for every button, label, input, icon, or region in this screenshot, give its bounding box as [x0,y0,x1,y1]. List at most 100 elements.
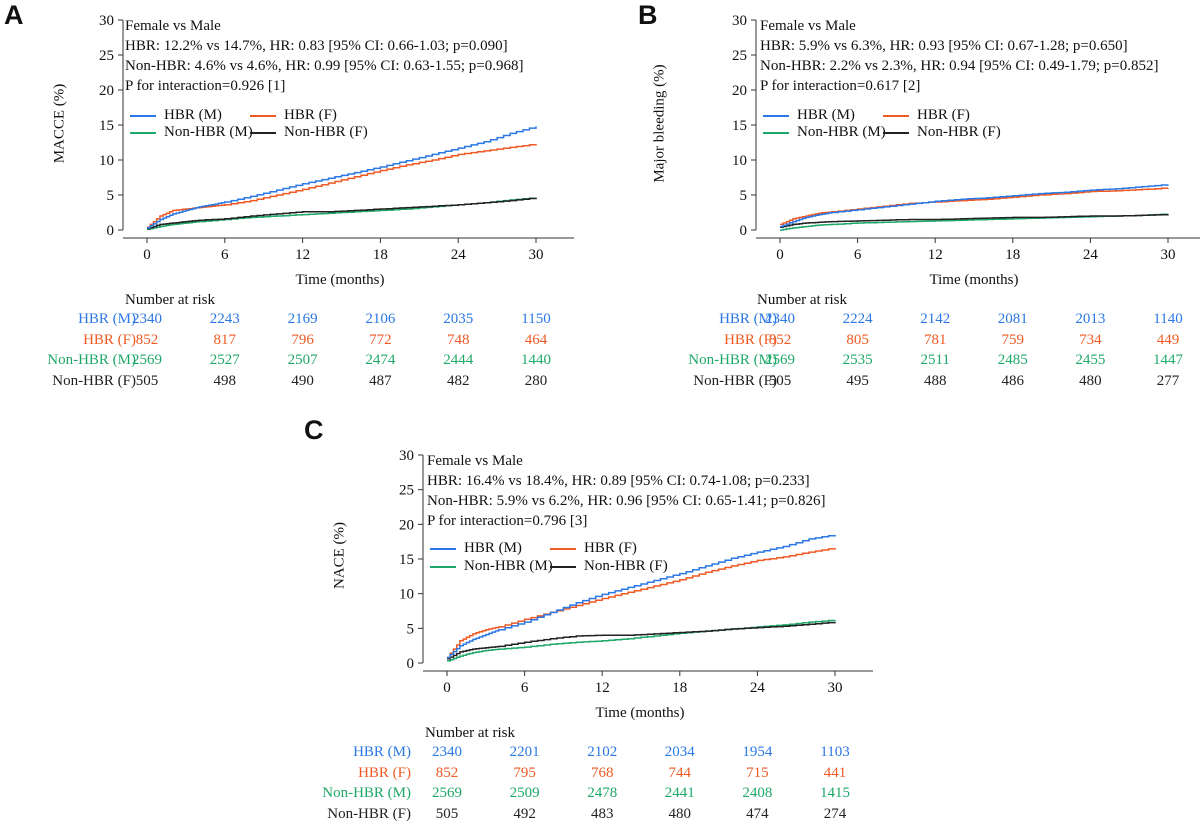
risk-cell: 852 [135,331,159,348]
risk-cell: 2509 [509,785,540,801]
series-line-hbr-m [447,534,836,659]
x-tick-label: 30 [1161,247,1176,263]
legend-swatch [430,547,456,550]
x-tick-label: 6 [521,680,529,696]
y-tick-label: 30 [732,13,747,29]
risk-cell: 495 [846,372,869,389]
risk-cell: 2243 [209,311,240,327]
legend-swatch [883,131,909,134]
x-tick-label: 6 [221,247,229,263]
series-line-nonhbr-f [447,621,836,660]
legend-label: Non-HBR (F) [917,124,1001,140]
risk-cell: 488 [923,372,947,389]
axes: 0 5 10 15 20 25 30 0 6 12 18 24 30 [99,13,574,263]
risk-cell: 441 [823,764,847,781]
y-tick-label: 0 [407,656,415,672]
risk-cell: 2455 [1075,352,1106,368]
annotation-box: Female vs Male HBR: 12.2% vs 14.7%, HR: … [125,16,523,96]
risk-cell: 2511 [920,352,950,368]
risk-cell: 805 [846,331,869,348]
y-tick-label: 25 [99,48,114,64]
risk-cell: 482 [446,372,470,389]
annotation-box: Female vs Male HBR: 5.9% vs 6.3%, HR: 0.… [760,16,1158,96]
legend-swatch [130,131,156,134]
risk-cell: 464 [524,331,548,348]
legend-label: HBR (F) [917,107,970,123]
legend-item: HBR (M) [430,540,522,557]
annotation-line: P for interaction=0.926 [1] [125,78,286,94]
x-tick-label: 0 [443,680,451,696]
annotation-line: Non-HBR: 2.2% vs 2.3%, HR: 0.94 [95% CI:… [760,58,1159,74]
risk-cell: 492 [513,805,536,822]
risk-row-label: HBR (F) [83,331,136,348]
risk-cell: 277 [1156,372,1180,389]
risk-cell: 486 [1001,372,1025,389]
km-plot: 0 5 10 15 20 25 30 0 6 12 18 24 30 [399,448,873,696]
risk-row-label: HBR (M) [719,311,777,327]
legend-label: Non-HBR (M) [164,124,253,140]
risk-cell: 480 [1079,372,1102,389]
annotation-line: Female vs Male [125,18,221,34]
risk-cell: 2340 [132,311,162,327]
risk-cell: 474 [746,805,769,822]
x-tick-label: 12 [295,247,310,263]
x-tick-label: 24 [750,680,766,696]
y-tick-label: 10 [732,153,747,169]
x-tick-label: 0 [143,247,151,263]
legend-item: HBR (M) [763,107,855,124]
x-tick-label: 18 [373,247,388,263]
risk-row-label: Non-HBR (F) [693,372,777,389]
x-axis-label: Time (months) [595,705,685,721]
risk-cell: 2034 [664,744,695,760]
panel-a: A MACCE (%) 0 5 10 15 20 25 30 0 6 12 18 24 30 Femal… [0,0,600,400]
risk-cell: 498 [213,372,237,389]
series-line-hbr-f [147,143,537,228]
risk-cell: 768 [590,764,614,781]
legend-label: HBR (M) [164,107,222,123]
legend-item: Non-HBR (M) [763,124,886,141]
series-line-hbr-m [147,126,537,229]
risk-table-title: Number at risk [425,725,515,741]
risk-cell: 2106 [365,311,396,327]
annotation-line: HBR: 5.9% vs 6.3%, HR: 0.93 [95% CI: 0.6… [760,38,1128,54]
legend-label: Non-HBR (M) [464,558,553,574]
y-tick-label: 30 [99,13,114,29]
risk-cell: 2569 [132,352,162,368]
x-tick-label: 0 [776,247,784,263]
legend-label: HBR (M) [797,107,855,123]
y-tick-label: 25 [399,483,414,499]
risk-cell: 2340 [765,311,795,327]
legend-swatch [130,114,156,117]
risk-cell: 772 [369,331,392,348]
risk-cell: 715 [746,764,769,781]
legend-item: Non-HBR (F) [550,558,668,575]
risk-cell: 2013 [1075,311,1106,327]
risk-cell: 280 [524,372,548,389]
x-tick-label: 18 [1005,247,1020,263]
legend-item: HBR (M) [130,107,222,124]
legend-swatch [250,114,276,117]
y-tick-label: 20 [99,83,114,99]
risk-row-label: HBR (M) [78,311,136,327]
y-tick-label: 5 [740,188,748,204]
y-tick-label: 15 [399,552,414,568]
risk-cell: 744 [668,764,692,781]
risk-cell: 1150 [521,311,551,327]
risk-cell: 505 [768,372,792,389]
risk-cell: 2507 [287,352,318,368]
risk-row-label: HBR (F) [724,331,777,348]
risk-cell: 505 [435,805,459,822]
x-tick-label: 12 [595,680,610,696]
risk-cell: 490 [291,372,314,389]
risk-cell: 2527 [209,352,240,368]
risk-cell: 2201 [509,744,540,760]
legend-swatch [763,114,789,117]
risk-cell: 2485 [997,352,1028,368]
series-line-nonhbr-f [780,214,1169,228]
y-tick-label: 25 [732,48,747,64]
x-tick-label: 12 [928,247,943,263]
legend-swatch [883,114,909,117]
legend-item: HBR (F) [550,540,637,557]
legend-swatch [763,131,789,134]
annotation-line: P for interaction=0.617 [2] [760,78,921,94]
